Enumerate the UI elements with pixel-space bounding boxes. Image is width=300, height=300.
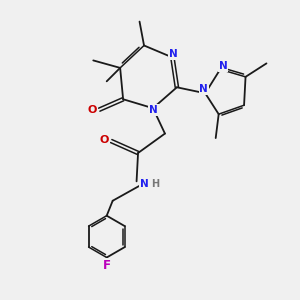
Text: N: N — [149, 105, 158, 115]
Text: O: O — [100, 134, 109, 145]
Text: N: N — [169, 50, 177, 59]
Text: O: O — [88, 105, 98, 115]
Text: H: H — [151, 179, 159, 189]
Text: N: N — [219, 61, 227, 71]
Text: N: N — [140, 179, 148, 189]
Text: F: F — [103, 260, 111, 272]
Text: N: N — [200, 84, 208, 94]
